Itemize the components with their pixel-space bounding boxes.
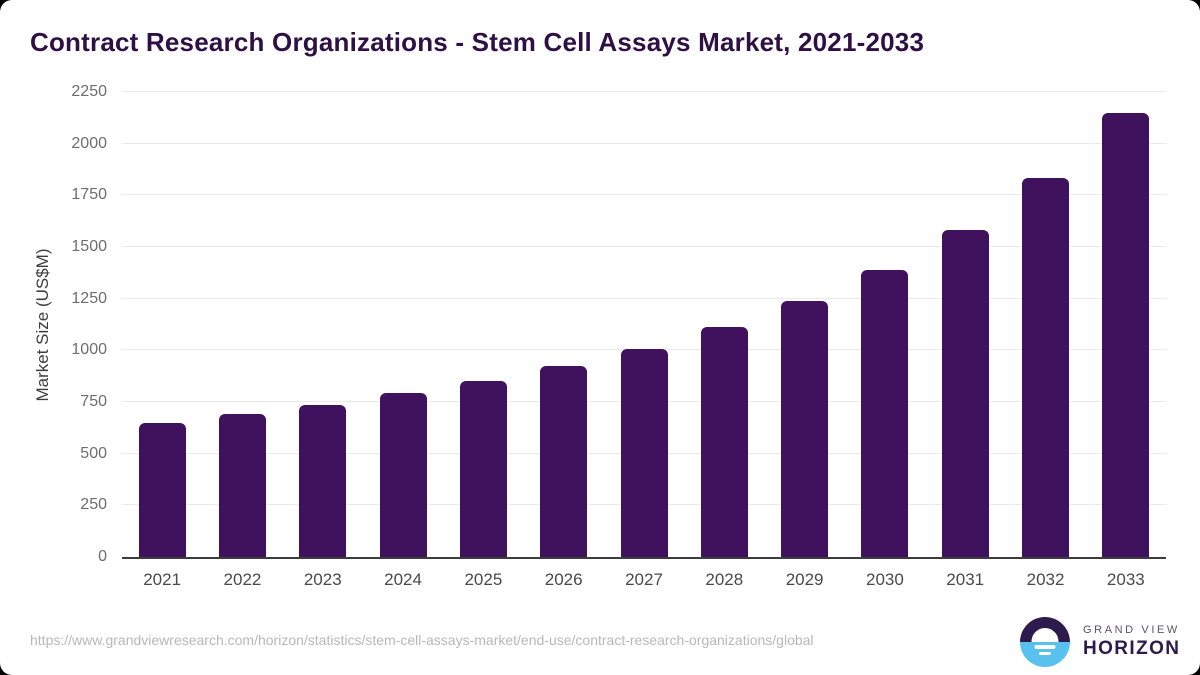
gridline-1750: [122, 194, 1166, 196]
bar-2023: [299, 404, 347, 557]
y-tick-label-2250: 2250: [71, 83, 107, 100]
gridline-2250: [122, 91, 1166, 92]
bar-2031: [941, 230, 989, 557]
y-tick-label-2000: 2000: [71, 134, 107, 152]
bar-2021: [138, 423, 186, 557]
x-tick-label-2030: 2030: [866, 570, 904, 589]
x-tick-label-2025: 2025: [464, 570, 503, 589]
bar-2022: [218, 414, 266, 557]
y-tick-label-500: 500: [80, 444, 107, 462]
logo-reflection-stripe: [1039, 652, 1051, 655]
bar-2026: [540, 366, 588, 557]
bar-2028: [700, 326, 748, 557]
y-tick-label-1500: 1500: [71, 238, 107, 255]
y-tick-label-0: 0: [98, 548, 107, 565]
gridline-2000: [122, 142, 1166, 144]
y-tick-label-1000: 1000: [71, 341, 107, 359]
logo-sun-dome: [1031, 628, 1059, 642]
bar-2025: [459, 380, 507, 557]
bar-2024: [379, 392, 427, 557]
source-url: https://www.grandviewresearch.com/horizo…: [30, 632, 814, 648]
x-tick-label-2033: 2033: [1106, 570, 1145, 589]
logo-text: GRAND VIEW HORIZON: [1083, 624, 1180, 660]
y-tick-label-250: 250: [80, 496, 107, 514]
x-tick-label-2023: 2023: [303, 570, 342, 589]
horizon-sun-icon: [1020, 617, 1070, 667]
y-tick-label-1750: 1750: [71, 186, 107, 204]
page-title: Contract Research Organizations - Stem C…: [30, 27, 925, 57]
logo-product-line: HORIZON: [1083, 638, 1181, 659]
grand-view-horizon-logo: GRAND VIEW HORIZON: [1020, 617, 1180, 667]
y-tick-label-750: 750: [80, 393, 107, 410]
x-tick-label-2031: 2031: [946, 570, 985, 589]
bar-2029: [781, 301, 829, 557]
gridline-1250: [122, 297, 1166, 299]
gridline-1500: [122, 246, 1166, 247]
x-tick-label-2024: 2024: [384, 570, 422, 589]
bar-2032: [1022, 178, 1070, 557]
y-axis-title: Market Size (US$M): [33, 248, 52, 402]
x-tick-label-2029: 2029: [785, 570, 824, 589]
plot-area: 0 250 500 750 1000 1250 1500 1750 2000 2250 2021 20…: [71, 83, 1166, 589]
bar-2033: [1102, 112, 1150, 557]
x-tick-label-2027: 2027: [625, 570, 663, 589]
y-tick-label-1250: 1250: [71, 289, 107, 307]
x-tick-label-2022: 2022: [223, 570, 262, 589]
x-tick-label-2028: 2028: [705, 570, 744, 589]
logo-brand-line: GRAND VIEW: [1083, 624, 1180, 636]
x-tick-label-2021: 2021: [143, 570, 182, 589]
bar-2030: [861, 269, 909, 557]
x-tick-label-2032: 2032: [1026, 570, 1065, 589]
x-tick-label-2026: 2026: [544, 570, 583, 589]
bar-2027: [620, 348, 668, 557]
logo-reflection-stripe: [1034, 645, 1056, 649]
